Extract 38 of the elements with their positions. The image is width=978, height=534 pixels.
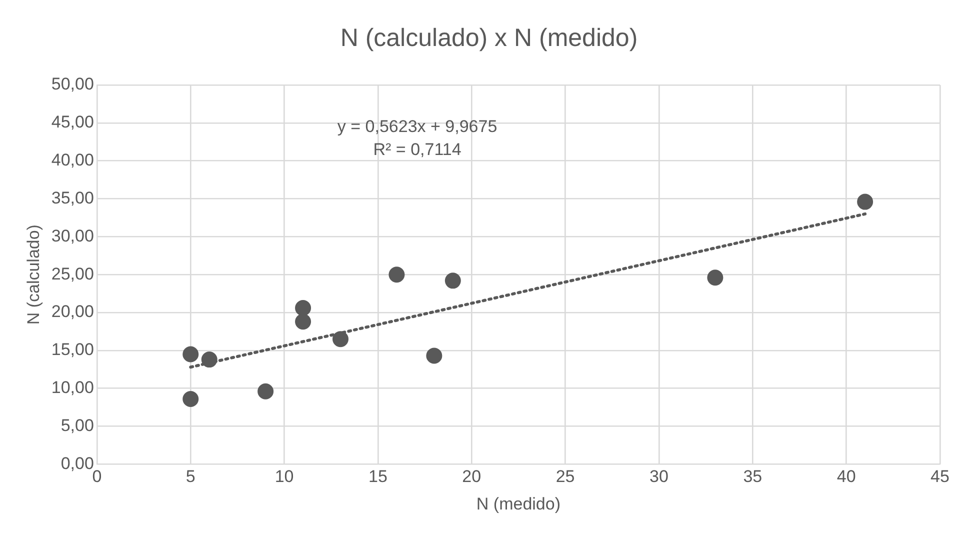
x-tick-label: 40 <box>836 467 856 486</box>
x-tick-label: 45 <box>930 467 950 486</box>
y-tick-label: 35,00 <box>51 188 94 208</box>
y-tick-label: 40,00 <box>51 150 94 170</box>
point <box>426 348 442 364</box>
point <box>444 272 461 289</box>
x-tick-label: 30 <box>650 467 668 486</box>
point <box>707 270 724 286</box>
x-tick-label: 15 <box>368 467 388 486</box>
x-tick-label: 35 <box>743 467 762 486</box>
point <box>295 314 312 330</box>
x-tick-label: 0 <box>92 467 102 486</box>
y-tick-label: 10,00 <box>51 378 94 398</box>
y-tick-label: 20,00 <box>51 302 94 322</box>
y-tick-label: 0,00 <box>60 454 94 473</box>
point <box>332 331 348 348</box>
y-axis-title: N (calculado) <box>24 224 43 325</box>
point <box>388 266 405 283</box>
y-tick-label: 50,00 <box>51 74 94 94</box>
point <box>182 346 199 362</box>
point <box>182 390 199 407</box>
x-tick-label: 25 <box>556 467 575 486</box>
point <box>258 383 274 400</box>
y-tick-label: 45,00 <box>51 112 94 132</box>
point <box>201 352 218 368</box>
point <box>857 194 874 210</box>
y-tick-label: 5,00 <box>60 416 94 435</box>
x-tick-label: 5 <box>186 467 196 486</box>
chart-title: N (calculado) x N (medido) <box>339 24 639 53</box>
annotation: y = 0,5623x + 9,9675 <box>336 116 498 138</box>
x-tick-label: 20 <box>462 467 482 486</box>
annotation: R² = 0,7114 <box>372 139 462 162</box>
y-tick-label: 15,00 <box>51 340 94 360</box>
y-tick-label: 30,00 <box>51 226 94 246</box>
point <box>295 300 312 316</box>
x-tick-label: 10 <box>274 467 294 486</box>
x-axis-title: N (medido) <box>476 494 561 514</box>
y-tick-label: 25,00 <box>51 264 94 284</box>
